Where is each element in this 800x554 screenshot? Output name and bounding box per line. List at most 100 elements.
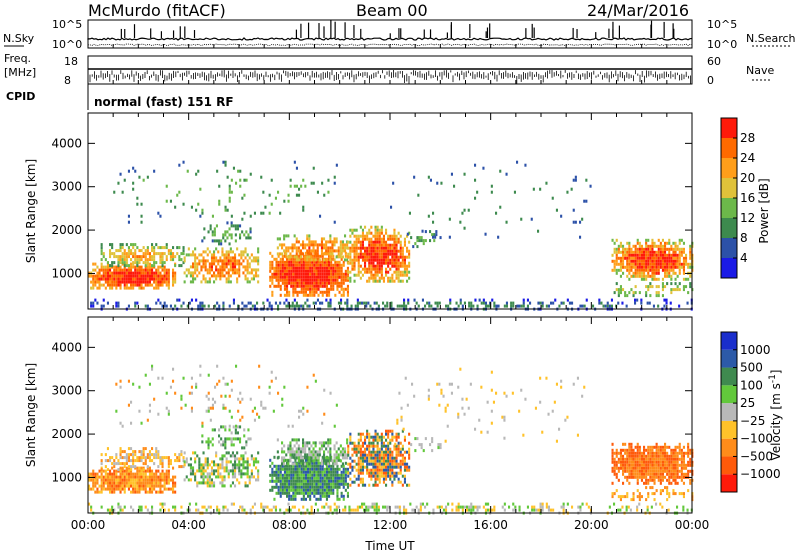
range-gate-cell [271,260,274,264]
range-gate-cell [306,243,309,247]
range-gate-cell [306,298,309,302]
range-gate-cell [300,281,303,285]
range-gate-cell [341,456,344,460]
range-gate-cell [431,233,434,237]
range-gate-cell [323,272,326,276]
range-gate-cell [243,193,246,197]
range-gate-cell [647,259,650,263]
range-gate-cell [167,268,170,272]
range-gate-cell [304,473,307,477]
range-gate-cell [215,454,218,458]
range-gate-cell [455,301,458,305]
range-gate-cell [389,450,392,454]
range-gate-cell [130,475,133,479]
range-gate-cell [283,293,286,297]
range-gate-cell [140,220,143,224]
range-gate-cell [167,274,170,278]
range-gate-cell [183,280,186,284]
range-gate-cell [161,484,164,488]
range-gate-cell [148,481,151,485]
range-gate-cell [357,459,360,463]
range-gate-cell [397,462,400,466]
range-gate-cell [321,290,324,294]
range-gate-cell [630,262,633,266]
range-gate-cell [304,491,307,495]
range-gate-cell [315,266,318,270]
range-gate-cell [655,259,658,263]
range-gate-cell [327,190,330,194]
range-gate-cell [391,480,394,484]
range-gate-cell [310,258,313,262]
range-gate-cell [229,256,232,260]
range-gate-cell [385,267,388,271]
range-gate-cell [353,444,356,448]
range-gate-cell [106,484,109,488]
range-gate-cell [239,440,242,444]
range-gate-cell [613,451,616,455]
range-gate-cell [686,301,689,305]
range-gate-cell [194,475,197,479]
range-gate-cell [287,255,290,259]
range-gate-cell [368,474,371,478]
range-gate-cell [375,301,378,305]
range-gate-cell [142,274,145,278]
range-gate-cell [236,425,239,429]
range-gate-cell [239,236,242,240]
range-gate-cell [317,467,320,471]
range-gate-cell [132,465,135,469]
range-gate-cell [238,466,241,470]
range-gate-cell [647,250,650,254]
range-gate-cell [132,277,135,281]
range-gate-cell [100,453,103,457]
range-gate-cell [403,456,406,460]
range-gate-cell [174,484,177,488]
range-gate-cell [449,301,452,305]
range-gate-cell [630,250,633,254]
range-gate-cell [341,462,344,466]
range-gate-cell [308,450,311,454]
range-gate-cell [223,466,226,470]
range-gate-cell [401,459,404,463]
range-gate-cell [346,438,349,442]
range-gate-cell [217,475,220,479]
range-gate-cell [344,251,347,255]
range-gate-cell [98,283,101,287]
range-gate-cell [134,243,137,247]
range-gate-cell [111,280,114,284]
range-gate-cell [291,453,294,457]
colorbar-swatch [721,158,737,178]
range-gate-cell [393,462,396,466]
range-gate-cell [283,254,286,258]
range-gate-cell [339,246,342,250]
range-gate-cell [269,458,272,462]
range-gate-cell [132,472,135,476]
range-gate-cell [624,460,627,464]
range-gate-cell [230,437,233,441]
range-gate-cell [459,220,462,224]
range-gate-cell [315,269,318,273]
range-gate-cell [302,476,305,480]
range-gate-cell [645,262,648,266]
range-gate-cell [271,275,274,279]
range-gate-cell [651,241,654,245]
range-gate-cell [288,290,291,294]
range-gate-cell [406,270,409,274]
range-gate-cell [317,278,320,282]
range-gate-cell [115,283,118,287]
power-colorbar-tick-label: 28 [740,131,755,145]
range-gate-cell [148,453,151,457]
range-gate-cell [349,228,352,232]
range-gate-cell [125,475,128,479]
range-gate-cell [211,443,214,447]
range-gate-cell [317,482,320,486]
power-ylabel: Slant Range [km] [24,159,38,263]
range-gate-cell [146,280,149,284]
range-gate-cell [344,470,347,474]
range-gate-cell [653,277,656,281]
range-gate-cell [325,263,328,267]
range-gate-cell [387,234,390,238]
range-gate-cell [146,261,149,265]
range-gate-cell [200,472,203,476]
range-gate-cell [626,247,629,251]
range-gate-cell [349,471,352,475]
